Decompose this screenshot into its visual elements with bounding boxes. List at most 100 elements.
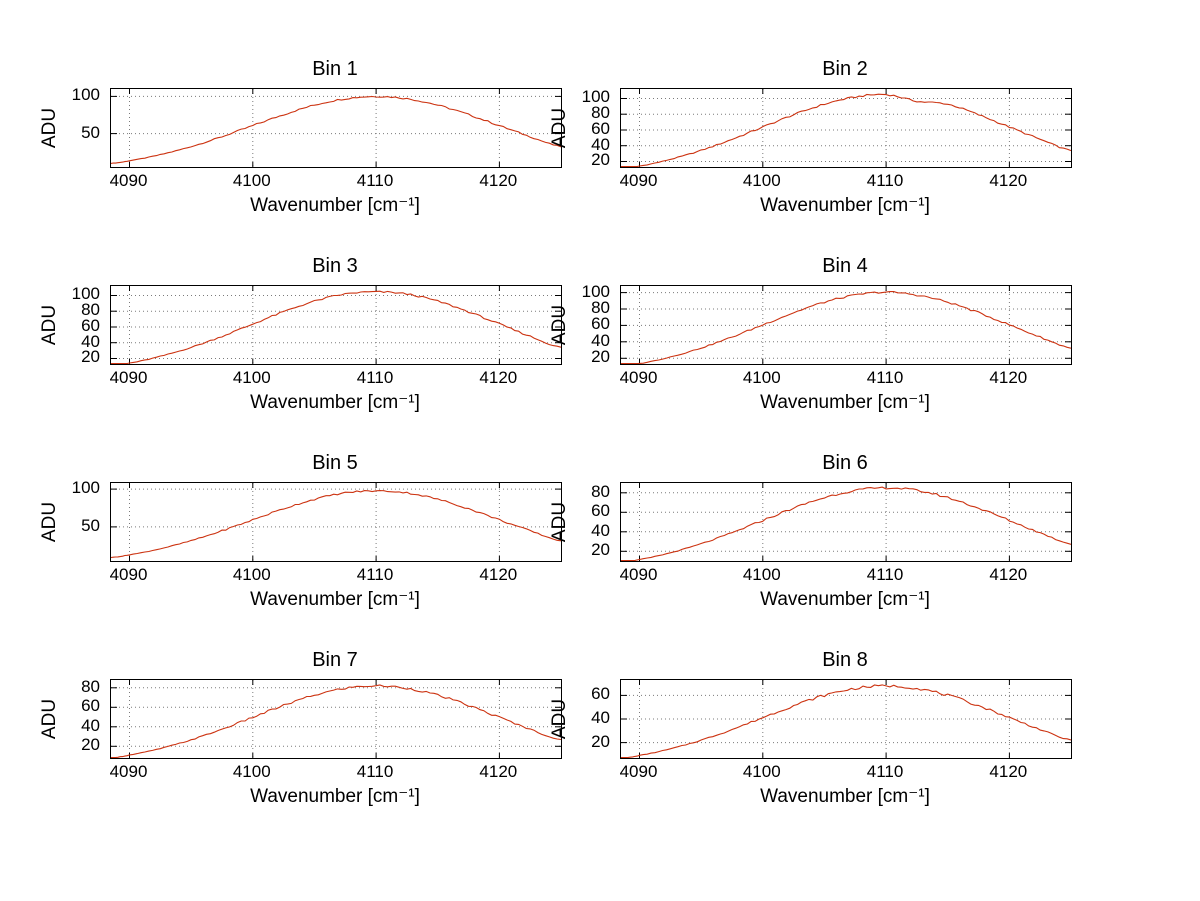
y-tick-label: 60 <box>591 118 610 138</box>
x-tick-labels: 4090 4100 4110 4120 <box>620 565 1072 585</box>
x-tick-labels: 4090 4100 4110 4120 <box>110 762 562 782</box>
plot-area <box>110 285 562 365</box>
y-tick-label: 20 <box>591 347 610 367</box>
chart-title: Bin 1 <box>312 58 358 80</box>
x-tick-label: 4090 <box>619 368 658 387</box>
x-tick-label: 4120 <box>479 565 518 584</box>
x-tick-label: 4100 <box>742 368 781 387</box>
spectrum-plot <box>111 89 561 167</box>
x-tick-label: 4090 <box>619 565 658 584</box>
y-tick-label: 40 <box>81 715 100 735</box>
y-tick-label: 20 <box>81 347 100 367</box>
x-axis-label: Wavenumber [cm⁻¹] <box>250 786 420 807</box>
x-tick-label: 4090 <box>109 368 148 387</box>
plot-area <box>620 88 1072 168</box>
x-tick-label: 4110 <box>866 762 904 781</box>
x-tick-label: 4100 <box>232 565 271 584</box>
x-axis-label: Wavenumber [cm⁻¹] <box>250 392 420 413</box>
subplot-bin-2: Bin 2 ADU 20 40 60 80 100 4090 4100 4110 4120 W… <box>520 56 1080 226</box>
x-tick-label: 4100 <box>742 171 781 190</box>
subplot-bin-5: Bin 5 ADU 50 100 4090 4100 4110 4120 Wavenum… <box>10 450 570 620</box>
y-tick-label: 60 <box>81 315 100 335</box>
chart-title: Bin 3 <box>312 255 358 277</box>
y-tick-label: 60 <box>591 501 610 521</box>
y-tick-label: 100 <box>71 478 100 498</box>
x-tick-label: 4120 <box>479 171 518 190</box>
x-tick-label: 4110 <box>356 171 394 190</box>
y-tick-label: 80 <box>591 481 610 501</box>
y-tick-label: 60 <box>591 684 610 704</box>
y-tick-label: 80 <box>591 103 610 123</box>
x-tick-labels: 4090 4100 4110 4120 <box>620 762 1072 782</box>
y-tick-label: 50 <box>81 122 100 142</box>
chart-title: Bin 4 <box>822 255 868 277</box>
x-tick-label: 4100 <box>232 171 271 190</box>
x-tick-label: 4090 <box>619 171 658 190</box>
subplot-bin-4: Bin 4 ADU 20 40 60 80 100 4090 4100 4110 4120 W… <box>520 253 1080 423</box>
x-tick-label: 4090 <box>109 565 148 584</box>
chart-title: Bin 2 <box>822 58 868 80</box>
subplot-bin-1: Bin 1 ADU 50 100 4090 4100 4110 4120 Wavenum… <box>10 56 570 226</box>
spectrum-plot <box>621 286 1071 364</box>
y-tick-label: 40 <box>591 520 610 540</box>
plot-area <box>620 482 1072 562</box>
y-tick-label: 80 <box>591 297 610 317</box>
y-tick-label: 100 <box>71 85 100 105</box>
x-tick-label: 4120 <box>989 368 1028 387</box>
x-tick-label: 4090 <box>109 762 148 781</box>
plot-area <box>620 285 1072 365</box>
y-tick-label: 40 <box>591 134 610 154</box>
y-tick-label: 20 <box>591 150 610 170</box>
plot-area <box>620 679 1072 759</box>
y-tick-label: 20 <box>81 735 100 755</box>
y-tick-label: 100 <box>581 281 610 301</box>
subplot-bin-3: Bin 3 ADU 20 40 60 80 100 4090 4100 4110 4120 W… <box>10 253 570 423</box>
spectrum-plot <box>621 680 1071 758</box>
y-tick-label: 80 <box>81 300 100 320</box>
x-axis-label: Wavenumber [cm⁻¹] <box>250 195 420 216</box>
y-tick-label: 100 <box>581 87 610 107</box>
x-tick-label: 4110 <box>866 565 904 584</box>
y-tick-labels: 50 100 <box>10 450 104 620</box>
x-tick-label: 4100 <box>742 565 781 584</box>
spectrum-plot <box>111 483 561 561</box>
x-tick-label: 4110 <box>356 368 394 387</box>
y-tick-label: 20 <box>591 731 610 751</box>
x-tick-label: 4110 <box>356 565 394 584</box>
y-tick-label: 60 <box>81 696 100 716</box>
chart-title: Bin 8 <box>822 649 868 671</box>
y-tick-labels: 20 40 60 80 <box>520 450 614 620</box>
spectrum-plot <box>111 286 561 364</box>
y-tick-labels: 20 40 60 80 100 <box>520 253 614 423</box>
x-tick-label: 4110 <box>866 171 904 190</box>
y-tick-labels: 20 40 60 <box>520 647 614 817</box>
plot-area <box>110 482 562 562</box>
x-tick-labels: 4090 4100 4110 4120 <box>620 171 1072 191</box>
plot-area <box>110 88 562 168</box>
x-tick-label: 4120 <box>989 171 1028 190</box>
y-tick-label: 40 <box>81 331 100 351</box>
x-axis-label: Wavenumber [cm⁻¹] <box>760 195 930 216</box>
y-tick-label: 40 <box>591 708 610 727</box>
subplot-bin-6: Bin 6 ADU 20 40 60 80 4090 4100 4110 4120 Wave… <box>520 450 1080 620</box>
x-tick-labels: 4090 4100 4110 4120 <box>110 565 562 585</box>
y-tick-label: 100 <box>71 284 100 304</box>
x-tick-label: 4090 <box>619 762 658 781</box>
x-tick-labels: 4090 4100 4110 4120 <box>620 368 1072 388</box>
subplot-bin-8: Bin 8 ADU 20 40 60 4090 4100 4110 4120 Wavenu… <box>520 647 1080 817</box>
x-tick-label: 4100 <box>232 762 271 781</box>
y-tick-label: 60 <box>591 314 610 334</box>
x-tick-label: 4120 <box>989 565 1028 584</box>
chart-title: Bin 5 <box>312 452 358 474</box>
x-tick-label: 4100 <box>742 762 781 781</box>
y-tick-labels: 20 40 60 80 <box>10 647 104 817</box>
subplot-bin-7: Bin 7 ADU 20 40 60 80 4090 4100 4110 4120 Wave… <box>10 647 570 817</box>
chart-title: Bin 7 <box>312 649 358 671</box>
y-tick-labels: 20 40 60 80 100 <box>10 253 104 423</box>
x-tick-labels: 4090 4100 4110 4120 <box>110 171 562 191</box>
x-axis-label: Wavenumber [cm⁻¹] <box>250 589 420 610</box>
y-tick-label: 20 <box>591 540 610 560</box>
y-tick-labels: 50 100 <box>10 56 104 226</box>
x-tick-label: 4120 <box>479 762 518 781</box>
